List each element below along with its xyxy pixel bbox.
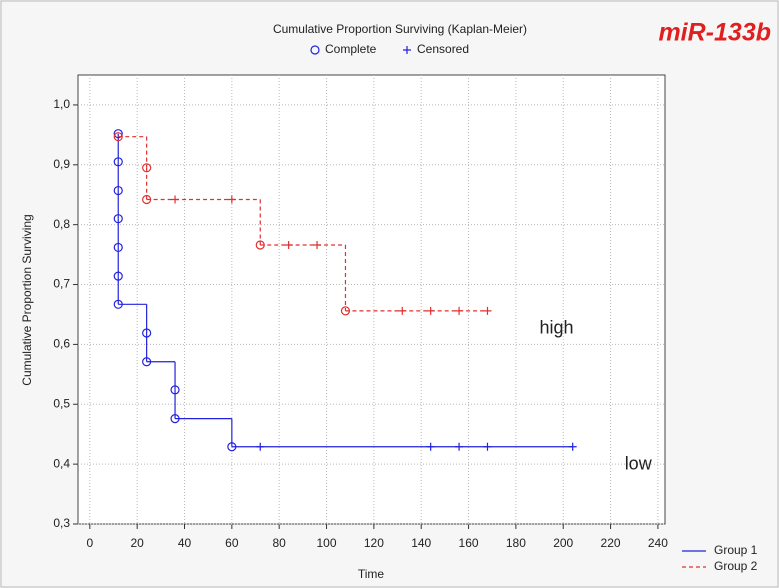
complete-marker <box>113 299 123 309</box>
chart-title: Cumulative Proportion Surviving (Kaplan-… <box>273 22 527 36</box>
y-axis-label: Cumulative Proportion Surviving <box>20 214 34 385</box>
y-tick-label: 0,8 <box>53 217 70 231</box>
x-tick-label: 60 <box>225 536 239 550</box>
curve-label: low <box>625 454 653 474</box>
censored-marker <box>227 195 236 204</box>
complete-marker <box>310 45 320 55</box>
x-tick-label: 100 <box>317 536 337 550</box>
complete-marker <box>170 385 180 395</box>
marker-legend-label: Censored <box>417 42 469 56</box>
x-tick-label: 140 <box>411 536 431 550</box>
x-tick-label: 40 <box>178 536 192 550</box>
y-tick-label: 0,3 <box>53 516 70 530</box>
y-tick-label: 0,6 <box>53 337 70 351</box>
x-tick-label: 200 <box>553 536 573 550</box>
x-tick-label: 20 <box>130 536 144 550</box>
censored-marker <box>455 442 464 451</box>
censored-marker <box>483 442 492 451</box>
complete-marker <box>170 414 180 424</box>
complete-marker <box>113 185 123 196</box>
x-tick-label: 80 <box>273 536 287 550</box>
y-tick-label: 0,9 <box>53 157 70 171</box>
censored-marker <box>313 241 322 250</box>
censored-marker <box>426 442 435 451</box>
censored-marker <box>455 306 464 315</box>
censored-marker <box>403 46 411 54</box>
complete-marker <box>255 240 265 250</box>
complete-marker <box>142 328 152 338</box>
legend-label: Group 1 <box>714 543 758 557</box>
y-tick-label: 1,0 <box>53 97 70 111</box>
x-tick-label: 160 <box>459 536 479 550</box>
y-tick-label: 0,4 <box>53 456 70 470</box>
legend-label: Group 2 <box>714 559 758 573</box>
complete-marker <box>142 194 152 205</box>
x-axis-label: Time <box>358 567 385 581</box>
marker-legend-label: Complete <box>325 42 377 56</box>
complete-marker <box>113 157 123 167</box>
x-tick-label: 120 <box>364 536 384 550</box>
x-tick-label: 220 <box>601 536 621 550</box>
censored-marker <box>171 195 180 204</box>
complete-marker <box>340 306 351 316</box>
censored-marker <box>398 306 407 315</box>
complete-marker <box>113 214 123 224</box>
curve-label: high <box>539 318 573 338</box>
x-tick-label: 240 <box>648 536 668 550</box>
y-tick-label: 0,5 <box>53 396 70 410</box>
complete-marker <box>113 129 123 139</box>
complete-marker <box>113 132 123 142</box>
censored-marker <box>256 442 265 451</box>
complete-marker <box>113 271 123 281</box>
annotation: miR-133b <box>658 19 771 47</box>
x-tick-label: 0 <box>86 536 93 550</box>
complete-marker <box>227 442 237 452</box>
censored-marker <box>568 442 577 451</box>
plot-area <box>77 74 666 525</box>
y-tick-label: 0,7 <box>53 277 70 291</box>
complete-marker <box>113 242 123 253</box>
censored-marker <box>426 306 435 315</box>
censored-marker <box>284 241 293 250</box>
x-tick-label: 180 <box>506 536 526 550</box>
complete-marker <box>142 163 152 173</box>
complete-marker <box>142 357 152 367</box>
censored-marker <box>483 306 492 315</box>
